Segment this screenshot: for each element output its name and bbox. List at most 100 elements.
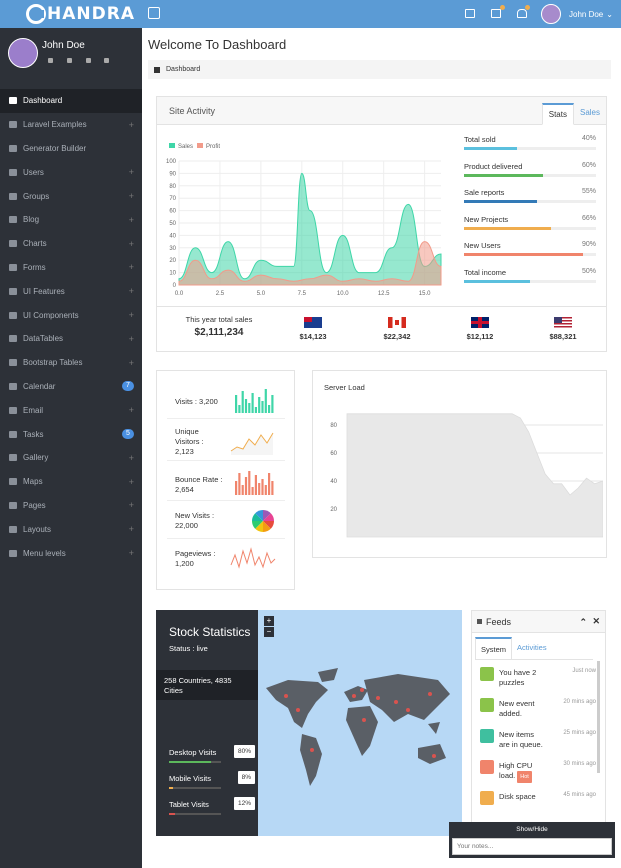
sidebar-user: John Doe xyxy=(0,28,142,85)
bar-chart-icon xyxy=(9,240,17,248)
stat-item: Total sold 40% xyxy=(464,135,596,150)
cogs-icon xyxy=(9,121,17,129)
sidebar-item-tasks[interactable]: Tasks 5 xyxy=(0,422,142,446)
sign-out-icon[interactable] xyxy=(104,58,109,63)
feed-scrollbar[interactable] xyxy=(597,661,600,773)
tab-activities[interactable]: Activities xyxy=(517,643,547,652)
pie-slice xyxy=(263,521,274,529)
sparkline-bar xyxy=(268,405,271,413)
sitemap-icon xyxy=(9,549,17,557)
home-icon[interactable] xyxy=(154,66,160,73)
sidebar-item-blog[interactable]: Blog + xyxy=(0,208,142,232)
edit-icon[interactable] xyxy=(491,9,501,18)
x-tick-label: 7.5 xyxy=(298,291,307,297)
tab-system[interactable]: System xyxy=(475,637,513,660)
rss-icon xyxy=(477,619,482,624)
feed-icon xyxy=(480,760,494,774)
x-tick-label: 12.5 xyxy=(378,291,390,297)
sidebar-item-charts[interactable]: Charts + xyxy=(0,232,142,256)
plus-icon: + xyxy=(128,452,134,463)
sidebar-item-label: Groups xyxy=(23,191,50,201)
sidebar-item-dashboard[interactable]: Dashboard xyxy=(0,89,142,113)
new-visits-pie xyxy=(252,510,274,532)
sidebar-item-label: Generator Builder xyxy=(23,143,87,153)
sidebar-item-label: Charts xyxy=(23,239,47,249)
sidebar-item-forms[interactable]: Forms + xyxy=(0,256,142,280)
bounce-bar-sparkline xyxy=(235,471,274,495)
feed-icon xyxy=(480,791,494,805)
stat-item: Total income 50% xyxy=(464,268,596,283)
sidebar-item-users[interactable]: Users + xyxy=(0,160,142,184)
sidebar-item-bootstrap-tables[interactable]: Bootstrap Tables + xyxy=(0,351,142,375)
stock-visit-item: Tablet Visits 12% xyxy=(169,797,255,815)
sidebar-item-label: Dashboard xyxy=(23,96,63,106)
user-icon[interactable] xyxy=(48,58,53,63)
world-map[interactable]: + − xyxy=(258,610,462,836)
visit-progress-bar xyxy=(169,761,221,763)
sidebar-item-menu-levels[interactable]: Menu levels + xyxy=(0,541,142,565)
series-area-sales xyxy=(178,172,442,286)
x-tick-label: 15.0 xyxy=(419,291,431,297)
list-item: Unique Visitors : 2,123 xyxy=(167,419,285,461)
paw-icon xyxy=(9,168,17,176)
hot-badge: Hot xyxy=(517,771,532,783)
y-tick-label: 80 xyxy=(330,423,337,429)
bell-icon[interactable] xyxy=(517,9,527,18)
x-tick-label: 5.0 xyxy=(257,291,266,297)
envelope-icon[interactable] xyxy=(465,9,475,18)
visit-percent: 12% xyxy=(233,797,255,810)
panel-tabs: Stats Sales xyxy=(541,103,606,125)
check-square-icon xyxy=(9,263,17,271)
sidebar-item-ui-features[interactable]: UI Features + xyxy=(0,279,142,303)
sidebar-item-gallery[interactable]: Gallery + xyxy=(0,446,142,470)
sidebar-item-datatables[interactable]: DataTables + xyxy=(0,327,142,351)
chevron-up-icon[interactable]: ⌃ xyxy=(579,617,587,627)
sidebar-item-laravel-examples[interactable]: Laravel Examples + xyxy=(0,113,142,137)
y-tick-label: 50 xyxy=(169,221,176,227)
lock-icon[interactable] xyxy=(67,58,72,63)
sidebar-item-groups[interactable]: Groups + xyxy=(0,184,142,208)
user-menu[interactable]: John Doe ⌄ xyxy=(541,4,613,24)
notes-toggle[interactable]: Show/Hide xyxy=(516,826,548,833)
flag-uk: $12,112 xyxy=(450,317,510,341)
visit-progress-bar xyxy=(169,787,221,789)
sparkline-bar xyxy=(235,481,238,495)
notes-input[interactable] xyxy=(452,838,612,855)
sidebar-item-email[interactable]: Email + xyxy=(0,398,142,422)
flag-usa: $88,321 xyxy=(533,317,593,341)
sidebar-item-ui-components[interactable]: UI Components + xyxy=(0,303,142,327)
plus-icon: + xyxy=(128,238,134,249)
sparkline-bar xyxy=(241,391,244,413)
sidebar-item-maps[interactable]: Maps + xyxy=(0,470,142,494)
sidebar-item-label: Laravel Examples xyxy=(23,120,87,130)
y-tick-label: 100 xyxy=(166,159,177,165)
zoom-in-button[interactable]: + xyxy=(264,616,274,626)
feed-time: 20 mins ago xyxy=(563,699,596,705)
sidebar-nav: Dashboard Laravel Examples + Generator Buil… xyxy=(0,89,142,565)
list-item: New Visits : 22,000 xyxy=(167,501,285,539)
stat-progress-bar xyxy=(464,173,596,177)
gear-icon[interactable] xyxy=(86,58,91,63)
nav-badge: 7 xyxy=(122,381,134,392)
stat-progress-bar xyxy=(464,253,596,257)
table-icon xyxy=(9,359,17,367)
visit-percent: 80% xyxy=(233,745,255,758)
close-icon[interactable]: ✕ xyxy=(592,616,600,626)
sidebar-item-label: Gallery xyxy=(23,453,49,463)
sidebar-item-layouts[interactable]: Layouts + xyxy=(0,517,142,541)
sparkline-bar xyxy=(268,473,271,495)
zoom-out-button[interactable]: − xyxy=(264,627,274,637)
sidebar-toggle-button[interactable] xyxy=(148,7,160,19)
stock-statistics-panel: Stock Statistics Status : live 258 Count… xyxy=(156,610,462,836)
brand-logo[interactable]: HANDRA xyxy=(26,4,135,24)
sidebar-item-calendar[interactable]: Calendar 7 xyxy=(0,375,142,399)
sidebar-item-generator-builder[interactable]: Generator Builder xyxy=(0,137,142,161)
plus-icon: + xyxy=(128,524,134,535)
feed-icon xyxy=(480,729,494,743)
newspaper-icon xyxy=(9,216,17,224)
sidebar-item-pages[interactable]: Pages + xyxy=(0,494,142,518)
tab-stats[interactable]: Stats xyxy=(541,103,574,125)
visit-percent: 8% xyxy=(237,771,255,784)
breadcrumb-item[interactable]: Dashboard xyxy=(166,66,201,73)
tab-sales[interactable]: Sales xyxy=(579,108,600,117)
